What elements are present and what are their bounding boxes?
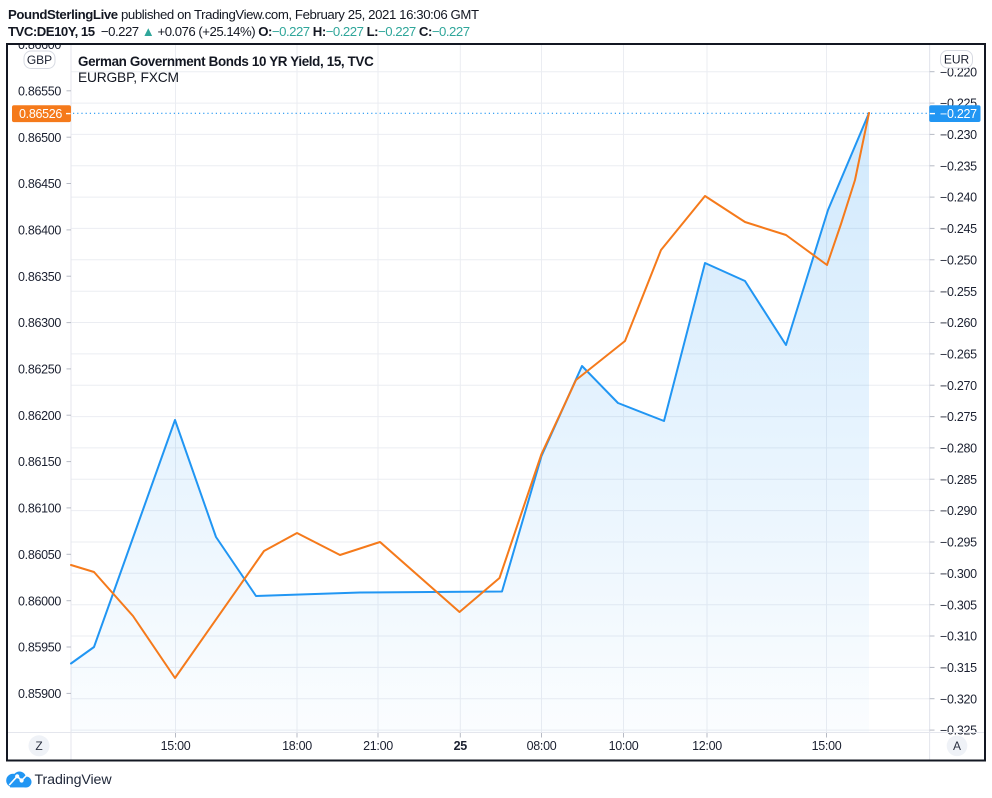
svg-text:Z: Z — [35, 739, 42, 753]
svg-text:−0.250: −0.250 — [940, 253, 977, 267]
svg-text:12:00: 12:00 — [692, 739, 722, 753]
svg-text:0.86150: 0.86150 — [18, 455, 61, 469]
svg-text:TradingView: TradingView — [35, 772, 113, 788]
svg-text:0.85950: 0.85950 — [18, 641, 61, 655]
svg-text:−0.315: −0.315 — [940, 661, 977, 675]
svg-text:0.86050: 0.86050 — [18, 548, 61, 562]
svg-text:0.86500: 0.86500 — [18, 131, 61, 145]
svg-text:EURGBP, FXCM: EURGBP, FXCM — [78, 70, 179, 85]
svg-text:−0.227: −0.227 — [940, 107, 977, 121]
svg-text:0.86400: 0.86400 — [18, 224, 61, 238]
svg-text:0.86250: 0.86250 — [18, 363, 61, 377]
svg-text:−0.220: −0.220 — [940, 65, 977, 79]
svg-text:GBP: GBP — [27, 53, 52, 67]
svg-text:−0.260: −0.260 — [940, 316, 977, 330]
svg-text:0.86100: 0.86100 — [18, 502, 61, 516]
svg-text:−0.295: −0.295 — [940, 536, 977, 550]
svg-text:−0.245: −0.245 — [940, 222, 977, 236]
svg-text:−0.280: −0.280 — [940, 442, 977, 456]
svg-text:−0.275: −0.275 — [940, 410, 977, 424]
svg-text:−0.290: −0.290 — [940, 504, 977, 518]
svg-text:08:00: 08:00 — [527, 739, 557, 753]
svg-text:0.86526: 0.86526 — [19, 107, 62, 121]
svg-text:German Government Bonds 10 YR: German Government Bonds 10 YR Yield, 15,… — [78, 54, 374, 69]
svg-text:25: 25 — [454, 739, 468, 753]
svg-text:21:00: 21:00 — [363, 739, 393, 753]
svg-text:18:00: 18:00 — [282, 739, 312, 753]
svg-text:−0.320: −0.320 — [940, 692, 977, 706]
svg-text:0.86300: 0.86300 — [18, 316, 61, 330]
svg-text:A: A — [953, 739, 961, 753]
svg-text:0.86200: 0.86200 — [18, 409, 61, 423]
svg-text:−0.325: −0.325 — [940, 724, 977, 738]
svg-text:EUR: EUR — [944, 53, 970, 67]
svg-text:−0.310: −0.310 — [940, 630, 977, 644]
svg-text:15:00: 15:00 — [161, 739, 191, 753]
svg-text:0.86600: 0.86600 — [18, 38, 61, 52]
svg-text:0.85900: 0.85900 — [18, 687, 61, 701]
svg-text:−0.270: −0.270 — [940, 379, 977, 393]
svg-text:−0.230: −0.230 — [940, 128, 977, 142]
svg-text:−0.285: −0.285 — [940, 473, 977, 487]
svg-text:0.86000: 0.86000 — [18, 594, 61, 608]
svg-text:−0.300: −0.300 — [940, 567, 977, 581]
svg-text:10:00: 10:00 — [609, 739, 639, 753]
svg-text:−0.255: −0.255 — [940, 285, 977, 299]
svg-text:−0.240: −0.240 — [940, 191, 977, 205]
svg-text:0.86450: 0.86450 — [18, 177, 61, 191]
svg-text:−0.265: −0.265 — [940, 348, 977, 362]
svg-text:−0.235: −0.235 — [940, 159, 977, 173]
svg-text:0.86550: 0.86550 — [18, 84, 61, 98]
svg-text:0.86350: 0.86350 — [18, 270, 61, 284]
svg-text:15:00: 15:00 — [812, 739, 842, 753]
svg-text:−0.305: −0.305 — [940, 598, 977, 612]
